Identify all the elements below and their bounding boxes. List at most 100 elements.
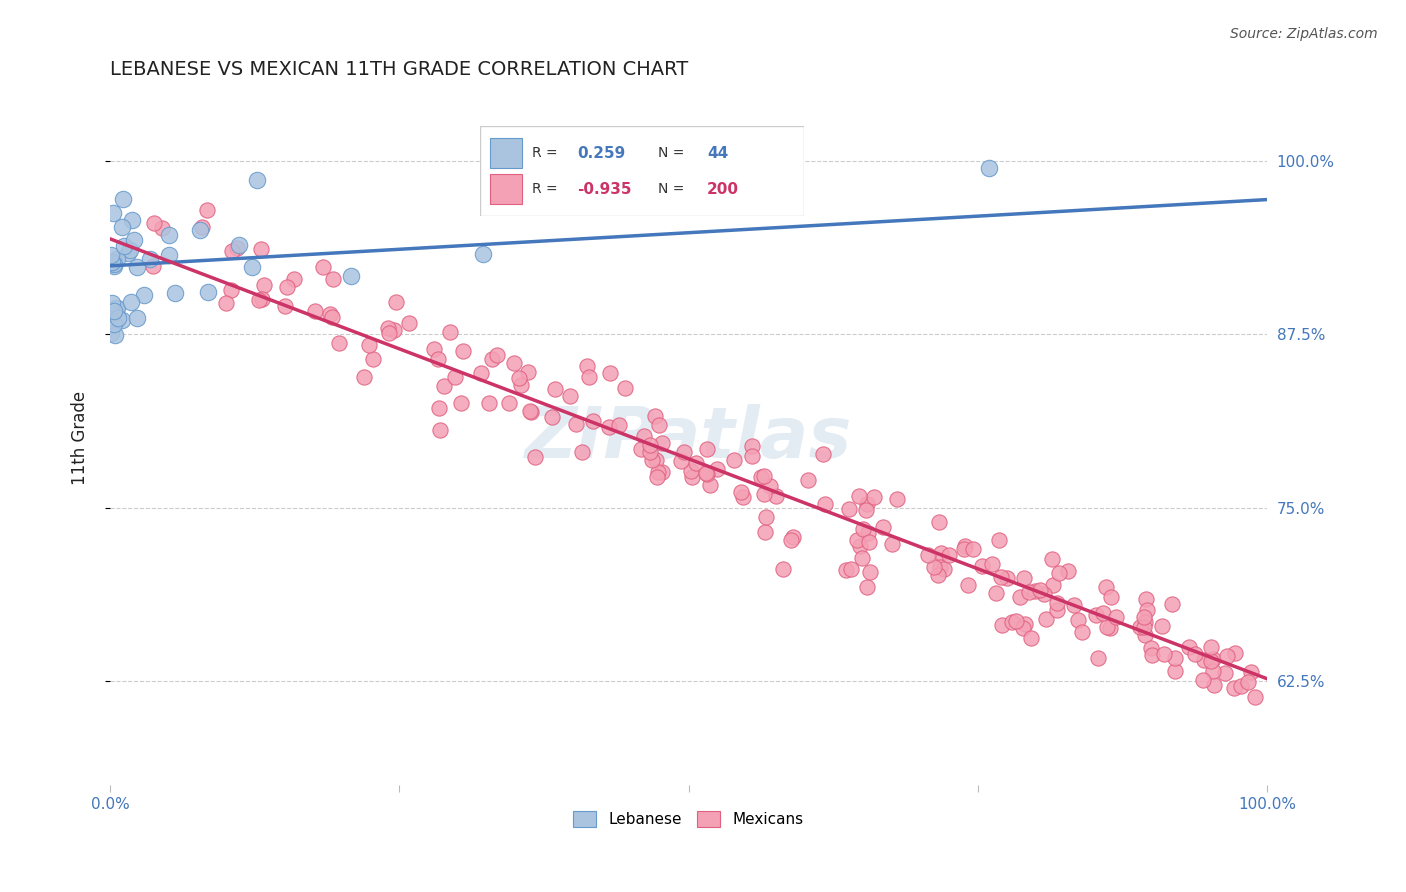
Point bbox=[695, 466, 717, 480]
Point bbox=[432, 379, 454, 393]
Point bbox=[1047, 566, 1070, 581]
Point bbox=[134, 288, 156, 302]
Point bbox=[754, 524, 776, 539]
Point bbox=[928, 515, 950, 529]
Point bbox=[681, 469, 703, 483]
Point bbox=[576, 359, 599, 373]
Point bbox=[1142, 648, 1164, 662]
Point bbox=[117, 245, 139, 260]
Point bbox=[1012, 621, 1035, 635]
Point bbox=[1202, 664, 1225, 678]
Point bbox=[855, 497, 877, 511]
Point bbox=[1202, 652, 1225, 666]
Point bbox=[107, 311, 129, 326]
Point bbox=[1237, 674, 1260, 689]
Point bbox=[924, 560, 946, 574]
Point bbox=[929, 546, 952, 560]
Point bbox=[304, 303, 326, 318]
Point bbox=[856, 580, 879, 594]
Point bbox=[858, 534, 880, 549]
Point bbox=[226, 241, 249, 255]
Point bbox=[191, 220, 214, 235]
Point bbox=[1070, 624, 1092, 639]
Text: Source: ZipAtlas.com: Source: ZipAtlas.com bbox=[1230, 27, 1378, 41]
Point bbox=[988, 533, 1011, 547]
Point bbox=[851, 551, 873, 566]
Point bbox=[112, 239, 135, 253]
Point bbox=[1095, 619, 1118, 633]
Point bbox=[755, 509, 778, 524]
Point bbox=[443, 370, 465, 384]
Point bbox=[242, 260, 264, 275]
Point bbox=[1040, 552, 1063, 566]
Point bbox=[246, 173, 269, 187]
Point bbox=[450, 395, 472, 409]
Point bbox=[730, 484, 752, 499]
Point bbox=[582, 414, 605, 428]
Point bbox=[749, 470, 772, 484]
Point bbox=[991, 618, 1014, 632]
Point bbox=[1192, 673, 1215, 687]
Point bbox=[472, 246, 495, 260]
Point bbox=[995, 571, 1018, 585]
Point bbox=[956, 578, 979, 592]
Point bbox=[1244, 690, 1267, 705]
Point bbox=[630, 442, 652, 456]
Point bbox=[607, 418, 630, 433]
Point bbox=[647, 465, 669, 479]
Point bbox=[723, 453, 745, 467]
Point bbox=[509, 378, 531, 392]
Point bbox=[779, 140, 801, 154]
Point bbox=[110, 312, 132, 326]
Point bbox=[157, 248, 180, 262]
Point bbox=[219, 283, 242, 297]
Point bbox=[197, 285, 219, 300]
Point bbox=[478, 396, 501, 410]
Point bbox=[685, 456, 707, 470]
Point bbox=[934, 562, 956, 576]
Point bbox=[1139, 641, 1161, 656]
Point bbox=[839, 561, 862, 575]
Point bbox=[1213, 665, 1236, 680]
Point bbox=[1033, 587, 1056, 601]
Point bbox=[1099, 590, 1122, 604]
Point bbox=[1021, 631, 1043, 645]
Point bbox=[502, 356, 524, 370]
Point bbox=[679, 464, 702, 478]
Point bbox=[312, 260, 335, 274]
Point bbox=[1133, 627, 1156, 641]
Point bbox=[886, 492, 908, 507]
Point bbox=[1024, 583, 1046, 598]
Point bbox=[986, 586, 1008, 600]
Point bbox=[150, 221, 173, 235]
Point bbox=[1014, 617, 1036, 632]
Point bbox=[111, 219, 134, 234]
Point bbox=[855, 503, 877, 517]
Point bbox=[485, 348, 508, 362]
Point bbox=[103, 205, 125, 219]
Point bbox=[517, 365, 540, 379]
Point bbox=[696, 442, 718, 456]
Point bbox=[111, 192, 134, 206]
Point bbox=[253, 278, 276, 293]
Point bbox=[195, 203, 218, 218]
Point bbox=[519, 404, 541, 418]
Point bbox=[981, 557, 1004, 571]
Point bbox=[1184, 647, 1206, 661]
Point bbox=[427, 351, 450, 366]
Point bbox=[779, 533, 801, 547]
Point bbox=[754, 468, 776, 483]
Point bbox=[699, 477, 721, 491]
Point bbox=[741, 439, 763, 453]
Point bbox=[1216, 648, 1239, 663]
Point bbox=[1084, 608, 1107, 623]
Point bbox=[645, 469, 668, 483]
Point bbox=[765, 489, 787, 503]
Point bbox=[100, 248, 122, 262]
Point bbox=[752, 487, 775, 501]
Point bbox=[564, 417, 586, 432]
Point bbox=[250, 293, 273, 307]
Point bbox=[1199, 654, 1222, 668]
Point bbox=[319, 307, 342, 321]
Point bbox=[599, 367, 621, 381]
